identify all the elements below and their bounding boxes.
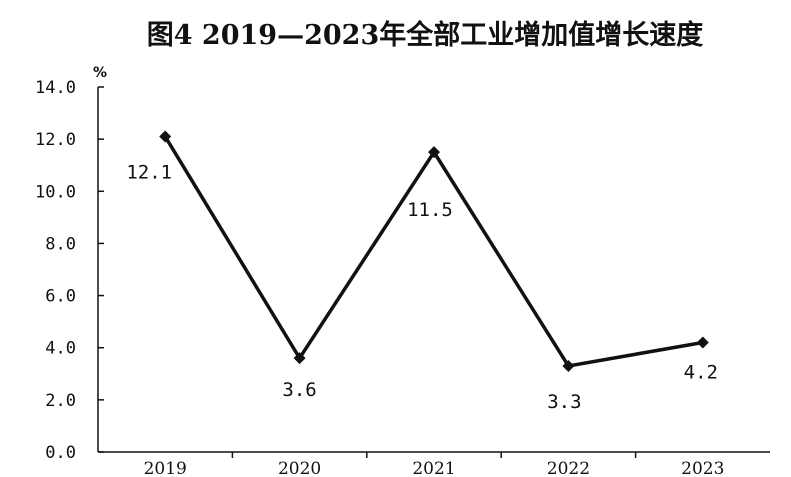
y-tick-label: 4.0 (45, 339, 76, 359)
data-label: 3.3 (547, 391, 581, 413)
y-tick-label: 10.0 (35, 182, 76, 202)
data-label: 12.1 (126, 162, 172, 184)
y-tick-label: 6.0 (45, 287, 76, 307)
data-label: 11.5 (407, 199, 453, 221)
x-tick-label: 2020 (278, 459, 321, 477)
y-tick-label: 2.0 (45, 391, 76, 411)
y-tick-label: 12.0 (35, 130, 76, 150)
x-tick-label: 2023 (681, 459, 724, 477)
y-tick-label: 8.0 (45, 234, 76, 254)
chart-title: 图4 2019—2023年全部工业增加值增长速度 (147, 19, 703, 51)
data-marker (562, 359, 575, 372)
data-label: 3.6 (282, 379, 316, 401)
y-axis-unit: % (93, 65, 107, 81)
y-axis-ticks: 0.0 2.0 4.0 6.0 8.0 10.0 12.0 14.0 (35, 78, 104, 463)
x-tick-label: 2021 (412, 459, 455, 477)
data-label: 4.2 (684, 362, 718, 384)
x-axis-ticks: 2019 2020 2021 2022 2023 (144, 452, 724, 477)
data-markers (159, 130, 709, 372)
x-tick-label: 2019 (144, 459, 187, 477)
series-line (163, 135, 704, 368)
x-tick-label: 2022 (547, 459, 590, 477)
data-marker (696, 336, 709, 349)
y-tick-label: 0.0 (45, 443, 76, 463)
data-marker (428, 146, 440, 159)
data-marker (159, 130, 172, 143)
data-labels: 12.1 3.6 11.5 3.3 4.2 (126, 162, 718, 413)
data-marker (293, 352, 306, 365)
y-tick-label: 14.0 (35, 78, 76, 98)
